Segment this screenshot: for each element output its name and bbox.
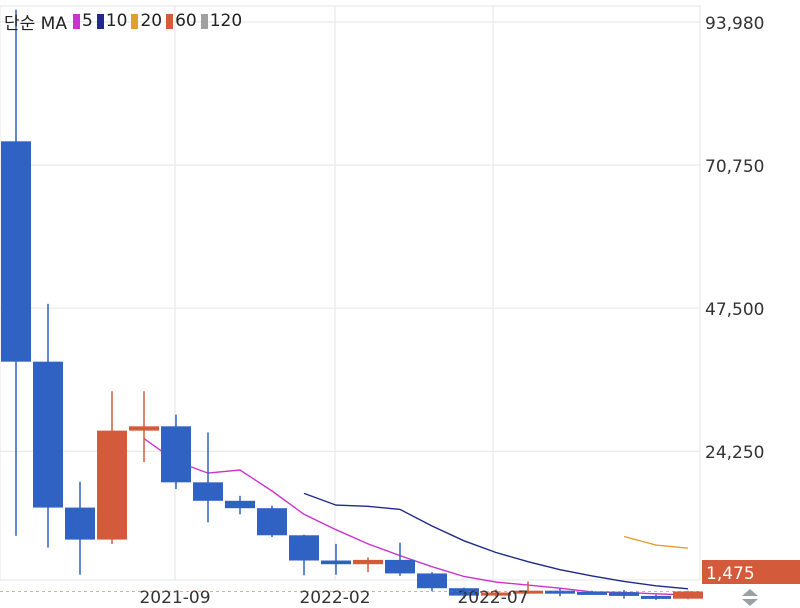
candle-body xyxy=(193,482,223,501)
candle-body xyxy=(97,430,127,540)
candle xyxy=(353,557,383,573)
candle xyxy=(289,534,319,576)
plot-border xyxy=(0,5,701,581)
candle-body xyxy=(609,592,639,596)
y-tick-label: 93,980 xyxy=(705,14,764,34)
candle-body xyxy=(129,426,159,431)
legend-item-ma-60[interactable]: 60 xyxy=(166,11,197,31)
candle-body xyxy=(513,590,543,594)
candle xyxy=(257,505,287,538)
candle-body xyxy=(417,573,447,589)
last-price-label: 1,475 xyxy=(706,564,755,584)
last-price-box xyxy=(702,560,800,584)
candle xyxy=(417,572,447,592)
legend-item-ma-120[interactable]: 120 xyxy=(200,11,243,31)
y-axis: 93,980 70,750 47,500 24,250 xyxy=(705,14,764,463)
legend-period-label: 20 xyxy=(140,11,163,31)
candle xyxy=(65,481,95,575)
candle xyxy=(481,589,511,597)
last-price-marker: 1,475 xyxy=(0,560,800,592)
ma-legend: 단순 MA 5 10 20 60 120 xyxy=(4,10,246,34)
ma-5-line xyxy=(143,438,689,596)
legend-item-ma-20[interactable]: 20 xyxy=(131,11,162,31)
x-axis: 2021-09 2022-02 2022-07 xyxy=(139,588,528,608)
candle-body xyxy=(353,559,383,565)
y-tick-label: 70,750 xyxy=(705,157,764,177)
candle xyxy=(1,9,31,536)
legend-items: 5 10 20 60 120 xyxy=(72,11,246,31)
x-tick-label: 2021-09 xyxy=(139,588,210,608)
candle xyxy=(193,432,223,523)
legend-swatch xyxy=(166,13,174,29)
candle-body xyxy=(1,141,31,362)
candle xyxy=(321,543,351,575)
legend-swatch xyxy=(96,13,104,29)
candle xyxy=(545,588,575,597)
candle xyxy=(97,391,127,544)
candle-body xyxy=(33,361,63,508)
legend-swatch xyxy=(72,13,80,29)
candle xyxy=(129,391,159,463)
y-tick-label: 47,500 xyxy=(705,300,764,320)
candle xyxy=(673,590,703,600)
candle-body xyxy=(161,426,191,483)
x-tick-label: 2022-07 xyxy=(457,588,528,608)
scroll-updown-icon[interactable] xyxy=(738,586,762,608)
ma-10-line xyxy=(303,492,689,590)
candle xyxy=(641,594,671,600)
candle-body xyxy=(257,508,287,536)
candle-body xyxy=(481,592,511,596)
candle-body xyxy=(641,595,671,599)
candle-body xyxy=(65,507,95,540)
legend-period-label: 10 xyxy=(105,11,128,31)
candles xyxy=(1,9,703,600)
legend-item-ma-10[interactable]: 10 xyxy=(96,11,128,31)
legend-swatch xyxy=(131,13,139,29)
candle xyxy=(577,590,607,595)
candle xyxy=(225,495,255,515)
x-tick-label: 2022-02 xyxy=(299,588,370,608)
candle-body xyxy=(673,591,703,599)
legend-period-label: 5 xyxy=(81,11,93,31)
candle-body xyxy=(321,560,351,565)
candle-body xyxy=(577,591,607,595)
legend-period-label: 60 xyxy=(175,11,197,31)
legend-label: 단순 MA xyxy=(4,13,67,34)
legend-swatch xyxy=(200,13,208,29)
legend-period-label: 120 xyxy=(209,11,243,31)
candle-body xyxy=(385,559,415,574)
ma-20-line xyxy=(623,535,689,549)
candle xyxy=(161,414,191,490)
candle-body xyxy=(545,590,575,594)
y-tick-label: 24,250 xyxy=(705,443,764,463)
candle xyxy=(385,542,415,576)
candle xyxy=(33,303,63,548)
legend-item-ma-5[interactable]: 5 xyxy=(72,11,93,31)
candle-body xyxy=(225,500,255,509)
candle-body xyxy=(289,535,319,561)
moving-average-lines xyxy=(143,438,689,596)
